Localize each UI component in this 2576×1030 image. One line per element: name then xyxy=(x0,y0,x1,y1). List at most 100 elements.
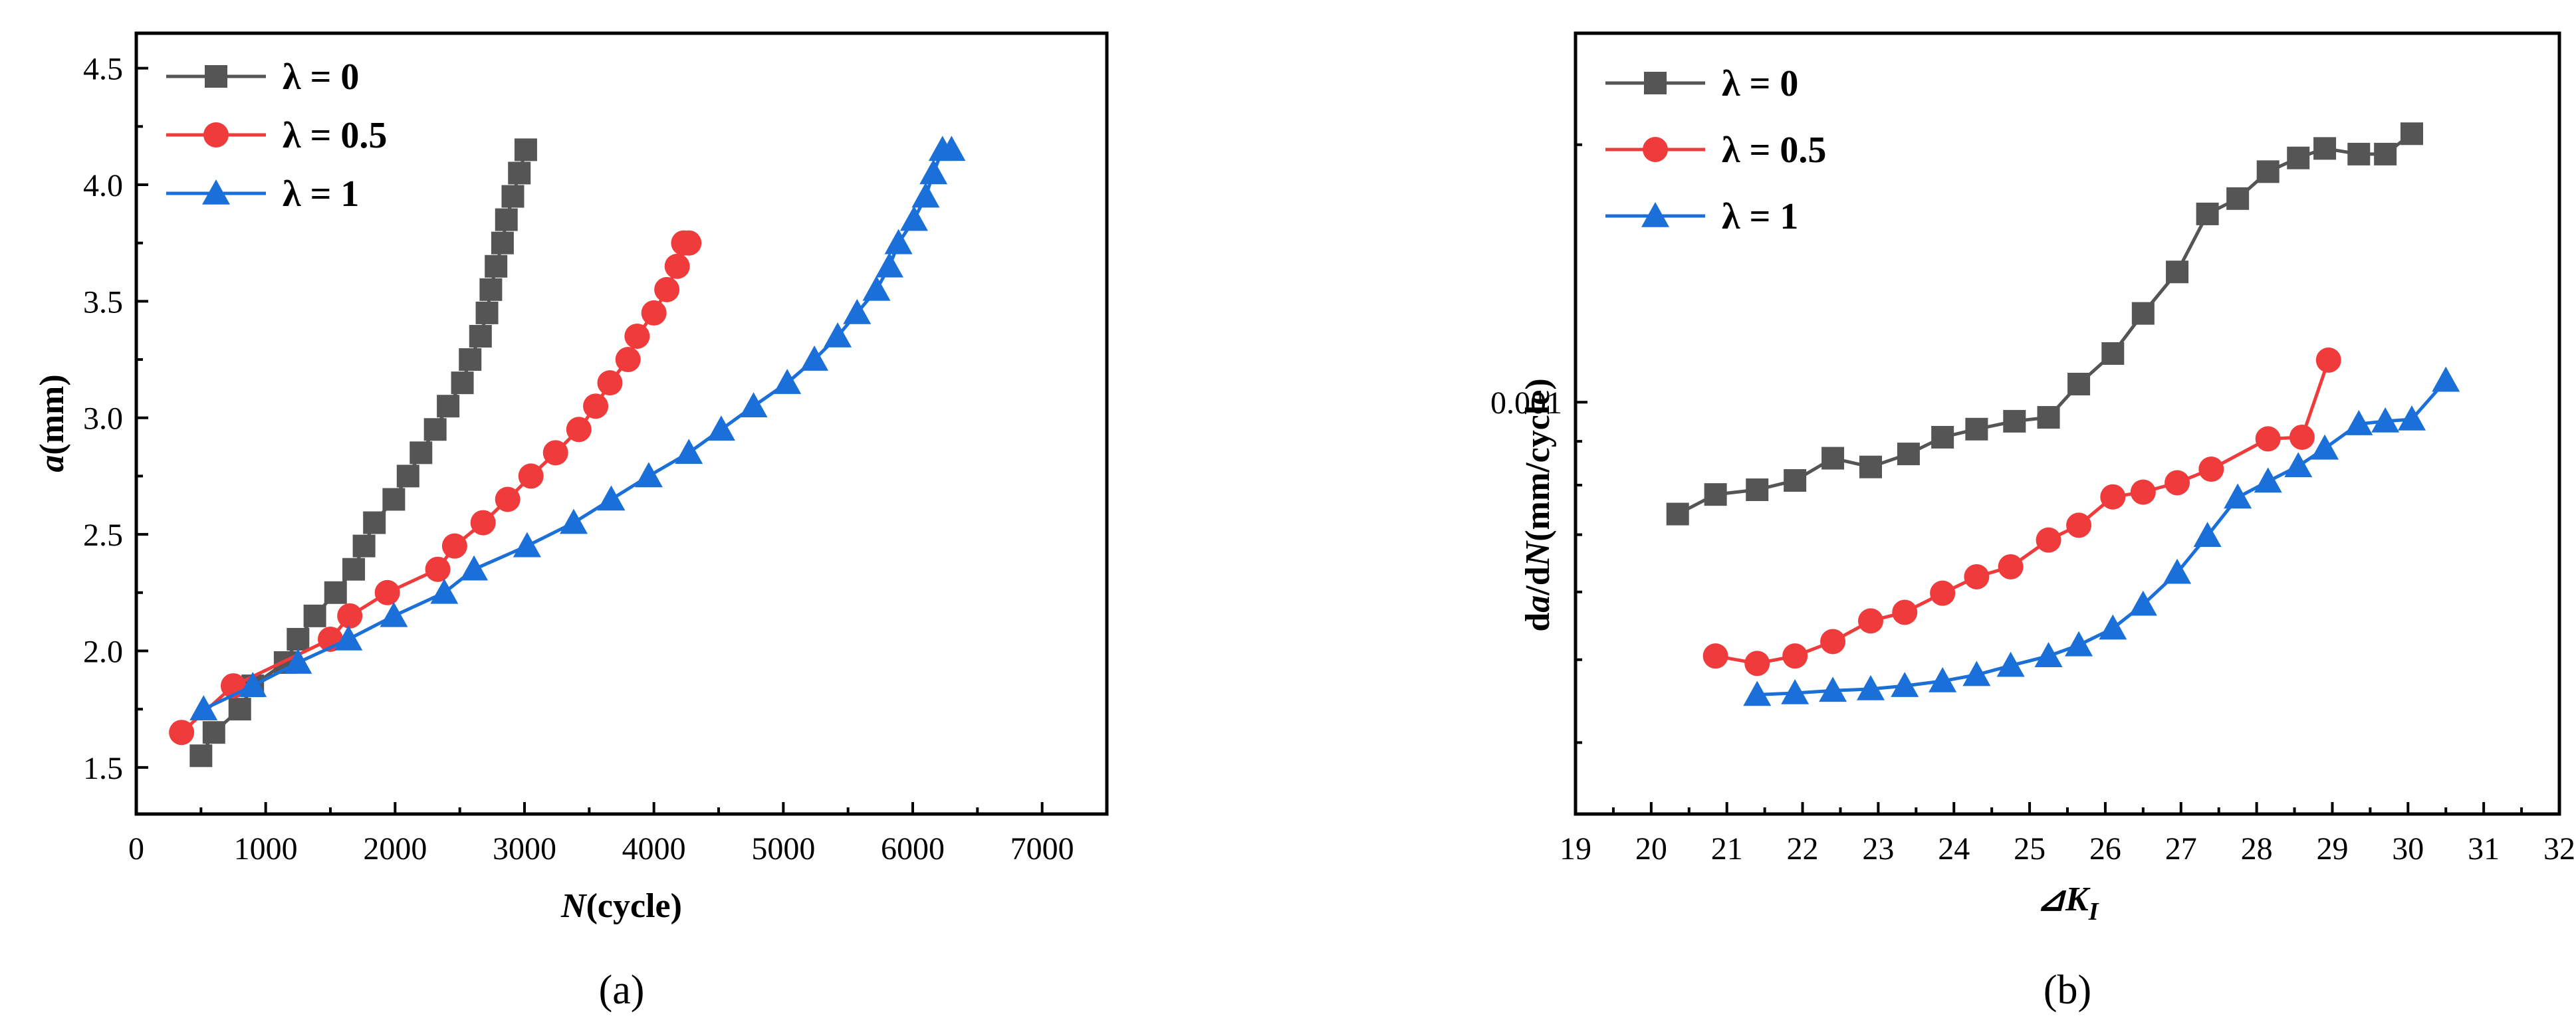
panel-a-legend-label-0: λ = 0 xyxy=(283,56,359,98)
panel-b-series-0-point xyxy=(2313,137,2337,160)
panel-a-series-1-point xyxy=(542,440,568,466)
panel-b-series-1-point xyxy=(1998,554,2024,579)
panel-a-x-tick-label: 4000 xyxy=(622,831,686,867)
panel-b-x-tick-label: 26 xyxy=(2089,831,2121,867)
panel-b-series-1-point xyxy=(1744,651,1770,676)
panel-a-series-2-point xyxy=(675,439,703,464)
panel-b-series-1-point xyxy=(2100,484,2126,510)
panel-b-x-tick-label: 25 xyxy=(2014,831,2046,867)
panel-a-series-0-point xyxy=(451,371,474,395)
panel-a-series-2-point xyxy=(862,275,891,301)
panel-a-series-1-point xyxy=(624,323,650,349)
panel-b-series-1-point xyxy=(1782,643,1808,669)
panel-a-x-axis-title: N(cycle) xyxy=(560,887,682,925)
panel-a-series-2-point xyxy=(513,532,541,558)
panel-a-series-2-point xyxy=(634,462,663,488)
panel-a-legend-marker-0 xyxy=(205,65,227,88)
panel-b-x-axis-title: ⊿KI xyxy=(2036,880,2099,926)
panel-a-series-2-point xyxy=(239,672,267,697)
panel-a-legend-label-2: λ = 1 xyxy=(283,173,359,215)
panel-b-series-1-point xyxy=(1820,629,1846,655)
panel-a-series-1-point xyxy=(566,417,592,443)
panel-b-series-2-point xyxy=(1962,661,1991,686)
panel-a-series-1-point xyxy=(470,510,496,536)
panel-a-series-1-point xyxy=(641,300,667,326)
panel-a-legend-marker-2 xyxy=(202,179,230,205)
panel-b-series-0-point xyxy=(1666,502,1689,526)
panel-b-series-1-point xyxy=(2255,426,2281,452)
panel-b-series-2-line xyxy=(1757,379,2448,696)
panel-a-series-0-point xyxy=(423,418,447,441)
panel-b-series-1-point xyxy=(2315,347,2341,373)
panel-a-series-0-point xyxy=(342,558,366,581)
panel-a-x-tick-label: 1000 xyxy=(234,831,298,867)
panel-b-x-tick-label: 27 xyxy=(2165,831,2197,867)
panel-b-series-0-point xyxy=(2256,160,2280,183)
panel-b-series-0-point xyxy=(1821,447,1845,470)
panel-b-x-tick-label: 21 xyxy=(1711,831,1743,867)
panel-a-series-0-point xyxy=(363,511,386,534)
panel-b-series-2-point xyxy=(2371,407,2400,433)
panel-b-series-0-point xyxy=(1897,443,1920,466)
panel-b-series-0-point xyxy=(2347,142,2371,165)
panel-b-series-2-point xyxy=(1781,678,1810,704)
panel-a-series-0-point xyxy=(495,208,518,231)
panel-a-x-tick-label: 5000 xyxy=(751,831,815,867)
panel-b-series-0-point xyxy=(2003,409,2026,433)
panel-a-x-tick-label: 7000 xyxy=(1010,831,1074,867)
panel-a-series-1-point xyxy=(615,347,641,373)
panel-a-series-0-point xyxy=(382,488,406,511)
panel-a-y-tick-label: 2.5 xyxy=(83,518,123,553)
panel-b-series-1-point xyxy=(1964,564,1990,589)
panel-b-series-0-point xyxy=(2101,342,2125,365)
panel-b-legend-label-1: λ = 0.5 xyxy=(1722,130,1826,171)
panel-a-series-2-point xyxy=(334,625,363,651)
panel-b-legend-label-2: λ = 1 xyxy=(1722,196,1798,237)
panel-a-series-2-point xyxy=(899,205,928,231)
panel-b-y-tick-label: 0.001 xyxy=(1490,385,1562,421)
panel-a-series-0-point xyxy=(475,301,499,324)
panel-b-series-1-point xyxy=(1892,599,1918,625)
panel-b-series-0-point xyxy=(2196,202,2219,225)
panel-a-series-0-point xyxy=(202,721,225,744)
panel-b-x-tick-label: 29 xyxy=(2316,831,2348,867)
panel-a-series-0-point xyxy=(459,348,482,371)
panel-a-series-0-point xyxy=(303,604,326,627)
panel-a-series-0-point xyxy=(491,231,514,255)
panel-a-series-1-point xyxy=(441,533,467,559)
panel-a-series-0-point xyxy=(352,534,376,558)
panel-a-series-0-point xyxy=(479,278,503,301)
panel-a-series-2-point xyxy=(937,136,966,161)
panel-b-series-2-point xyxy=(2345,410,2373,435)
panel-a-series-0-point xyxy=(469,324,492,348)
panel-a-x-tick-label: 3000 xyxy=(493,831,556,867)
panel-a-series-2-point xyxy=(824,322,852,348)
panel-a-series-0-point xyxy=(501,185,525,208)
panel-a-series-1-point xyxy=(597,370,623,396)
panel-b-series-1-point xyxy=(2036,527,2061,553)
panel-a-series-0-point xyxy=(287,627,310,651)
panel-b-series-0-point xyxy=(2131,302,2155,325)
panel-a-series-0-point xyxy=(508,161,531,185)
panel-a-series-2-point xyxy=(919,159,948,185)
panel-a-x-tick-label: 6000 xyxy=(881,831,945,867)
panel-a-series-2-point xyxy=(800,346,829,371)
panel-a-series-0-point xyxy=(410,441,433,464)
panel-b-series-0-point xyxy=(2067,372,2091,395)
panel-b-caption: (b) xyxy=(2044,968,2091,1013)
panel-a-series-2-point xyxy=(430,578,459,604)
panel-b-series-0-point xyxy=(1931,425,1954,449)
panel-b-series-2-point xyxy=(1891,672,1919,697)
panel-a-series-1-point xyxy=(169,720,195,746)
panel-b-series-0-point xyxy=(1704,483,1727,506)
panel-a-y-tick-label: 4.5 xyxy=(83,52,123,87)
panel-b-series-0-point xyxy=(2037,406,2060,429)
panel-b-series-0-point xyxy=(2374,142,2397,165)
panel-b-x-tick-label: 32 xyxy=(2543,831,2575,867)
panel-b-legend-marker-1 xyxy=(1643,137,1668,162)
panel-a-x-tick-label: 2000 xyxy=(363,831,427,867)
panel-b-series-1-point xyxy=(1930,580,1956,606)
panel-a-series-2-point xyxy=(559,508,588,534)
panel-b-series-0-point xyxy=(2226,187,2250,210)
panel-b-series-2-point xyxy=(2163,558,2192,584)
